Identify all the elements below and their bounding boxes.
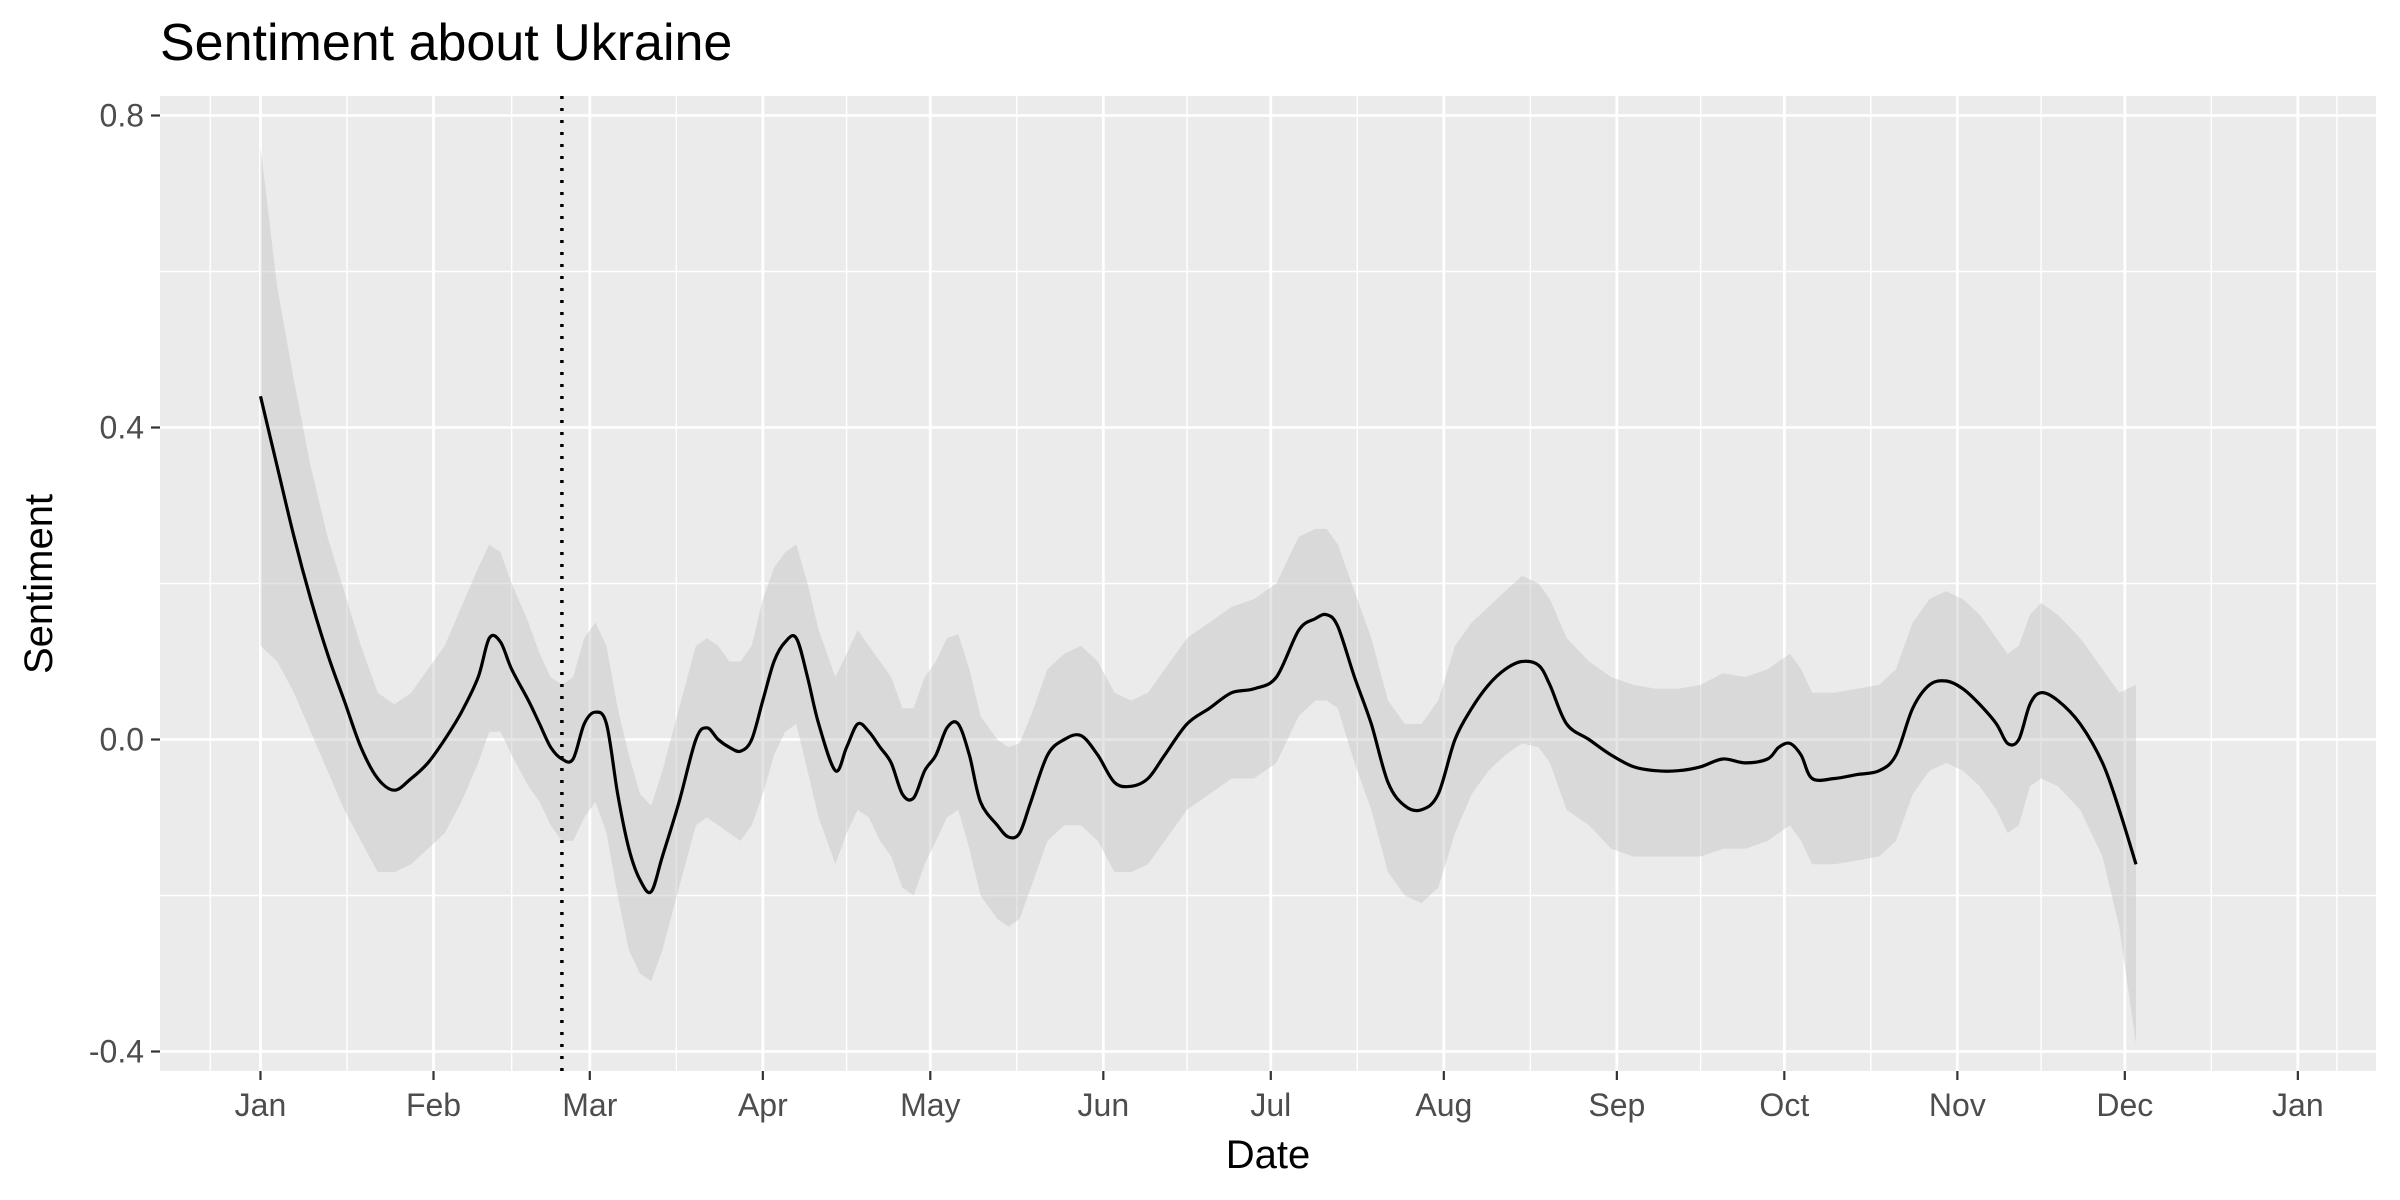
- y-axis: -0.4 0.0 0.4 0.8: [89, 98, 160, 1070]
- major-gridlines: [160, 96, 2376, 1071]
- y-axis-title: Sentiment: [17, 494, 61, 674]
- x-tick-label: Mar: [562, 1087, 617, 1123]
- chart-title: Sentiment about Ukraine: [160, 14, 732, 72]
- minor-gridlines: [160, 96, 2376, 1071]
- x-tick-label: May: [900, 1087, 960, 1123]
- x-tick-label: Feb: [406, 1087, 461, 1123]
- y-tick-label: -0.4: [89, 1034, 144, 1070]
- x-tick-label: Aug: [1415, 1087, 1472, 1123]
- y-tick-label: 0.0: [100, 722, 144, 758]
- x-tick-label: Oct: [1759, 1087, 1809, 1123]
- x-tick-label: Apr: [738, 1087, 788, 1123]
- x-tick-label: Dec: [2096, 1087, 2153, 1123]
- x-tick-label: Nov: [1929, 1087, 1986, 1123]
- x-tick-label: Jan: [235, 1087, 287, 1123]
- y-tick-label: 0.8: [100, 98, 144, 134]
- y-tick-label: 0.4: [100, 410, 144, 446]
- x-tick-label: Jan: [2272, 1087, 2324, 1123]
- sentiment-line: [258, 395, 2138, 895]
- x-tick-label: Sep: [1588, 1087, 1645, 1123]
- x-axis: Jan Feb Mar Apr May Jun Jul Aug Sep Oct Nov Dec Jan: [235, 1071, 2324, 1123]
- x-tick-label: Jun: [1078, 1087, 1130, 1123]
- x-tick-label: Jul: [1250, 1087, 1291, 1123]
- confidence-ribbon: [260, 146, 2136, 1044]
- x-axis-title: Date: [1226, 1133, 1311, 1177]
